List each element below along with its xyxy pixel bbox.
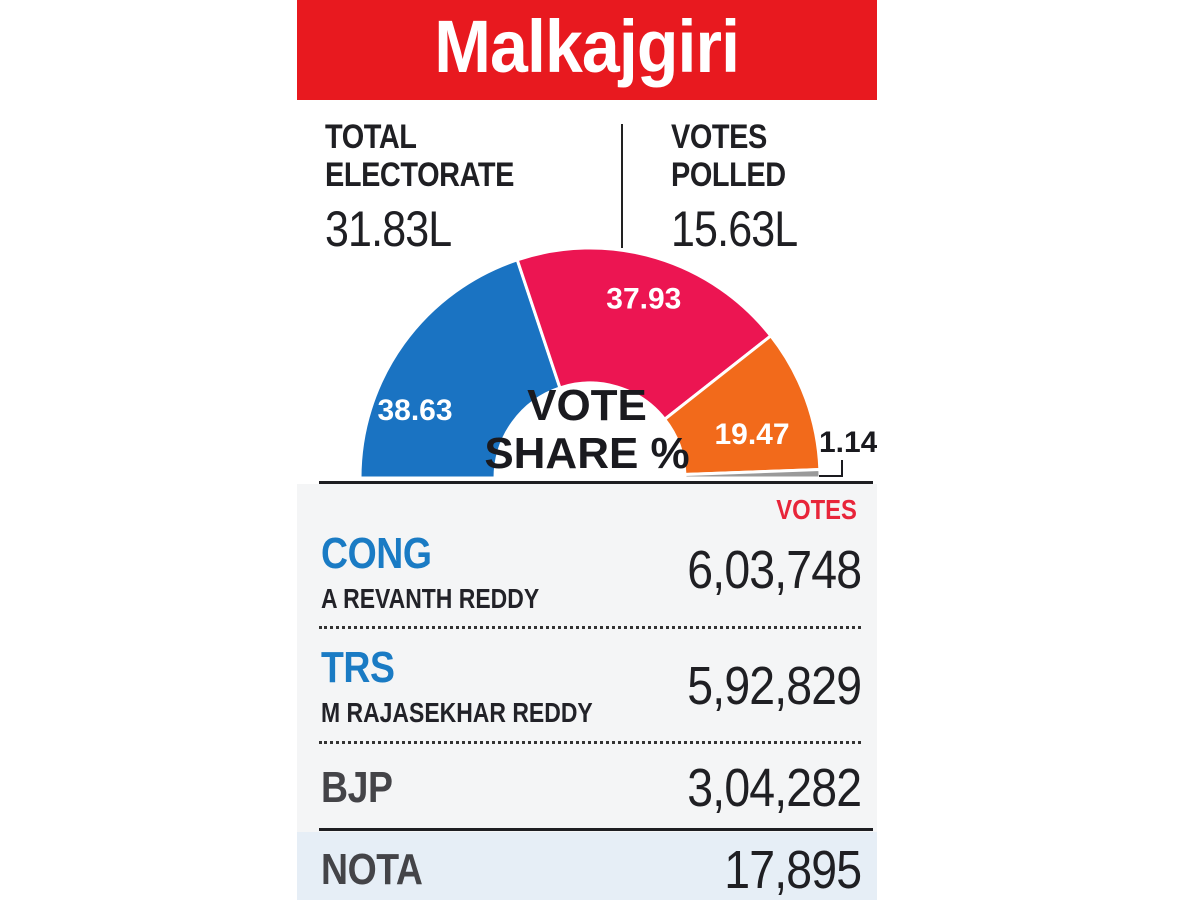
- vote-count: 5,92,829: [687, 656, 862, 716]
- row-divider: [319, 741, 861, 744]
- bjp-share-label: 19.47: [714, 418, 789, 451]
- party-name: TRS: [321, 643, 395, 692]
- cong-share-label: 38.63: [377, 394, 452, 427]
- polled-label-line2: POLLED: [671, 156, 786, 194]
- cong-segment: [358, 257, 562, 480]
- constituency-title: Malkajgiri: [434, 5, 741, 88]
- result-row-cong: CONG A REVANTH REDDY 6,03,748: [321, 529, 862, 614]
- nota-separator-rule: [319, 828, 873, 831]
- others-callout-line: [819, 460, 843, 477]
- votes-column-header: VOTES: [776, 494, 857, 525]
- party-name: NOTA: [321, 845, 423, 894]
- donut-segments: [358, 246, 822, 480]
- electorate-value: 31.83L: [325, 201, 452, 257]
- total-electorate-stat: TOTAL ELECTORATE 31.83L: [325, 118, 547, 256]
- vote-share-semi-donut: 38.63 37.93 19.47 1.14 VOTE SHARE %: [358, 246, 877, 480]
- center-label-line1: VOTE: [527, 381, 647, 430]
- center-label-line2: SHARE %: [484, 429, 689, 478]
- row-divider: [319, 626, 861, 629]
- vote-count: 3,04,282: [687, 758, 862, 818]
- candidate-name: A REVANTH REDDY: [321, 583, 540, 614]
- polled-value: 15.63L: [671, 201, 798, 257]
- segment-labels: 38.63 37.93 19.47 1.14: [377, 282, 877, 477]
- result-row-trs: TRS M RAJASEKHAR REDDY 5,92,829: [321, 643, 862, 728]
- polled-label-line1: VOTES: [671, 118, 767, 156]
- party-name: BJP: [321, 763, 393, 812]
- vote-count: 6,03,748: [687, 540, 862, 600]
- vote-count: 17,895: [724, 840, 862, 900]
- party-name: CONG: [321, 529, 432, 578]
- nota-row-bg: [297, 832, 877, 900]
- stats-divider: [621, 124, 623, 248]
- electorate-label-line2: ELECTORATE: [325, 156, 514, 194]
- candidate-name: M RAJASEKHAR REDDY: [321, 697, 593, 728]
- others-segment: [683, 467, 822, 480]
- chart-baseline-rule: [319, 481, 873, 484]
- trs-segment: [515, 246, 773, 422]
- electorate-label-line1: TOTAL: [325, 118, 417, 156]
- trs-share-label: 37.93: [606, 282, 681, 315]
- others-share-label: 1.14: [819, 426, 877, 459]
- result-row-bjp: BJP 3,04,282: [321, 760, 862, 816]
- infographic-card: Malkajgiri TOTAL ELECTORATE 31.83L VOTES…: [297, 0, 877, 900]
- title-bar: Malkajgiri: [297, 0, 877, 100]
- result-row-nota: NOTA 17,895: [321, 842, 862, 898]
- votes-polled-stat: VOTES POLLED 15.63L: [671, 118, 818, 256]
